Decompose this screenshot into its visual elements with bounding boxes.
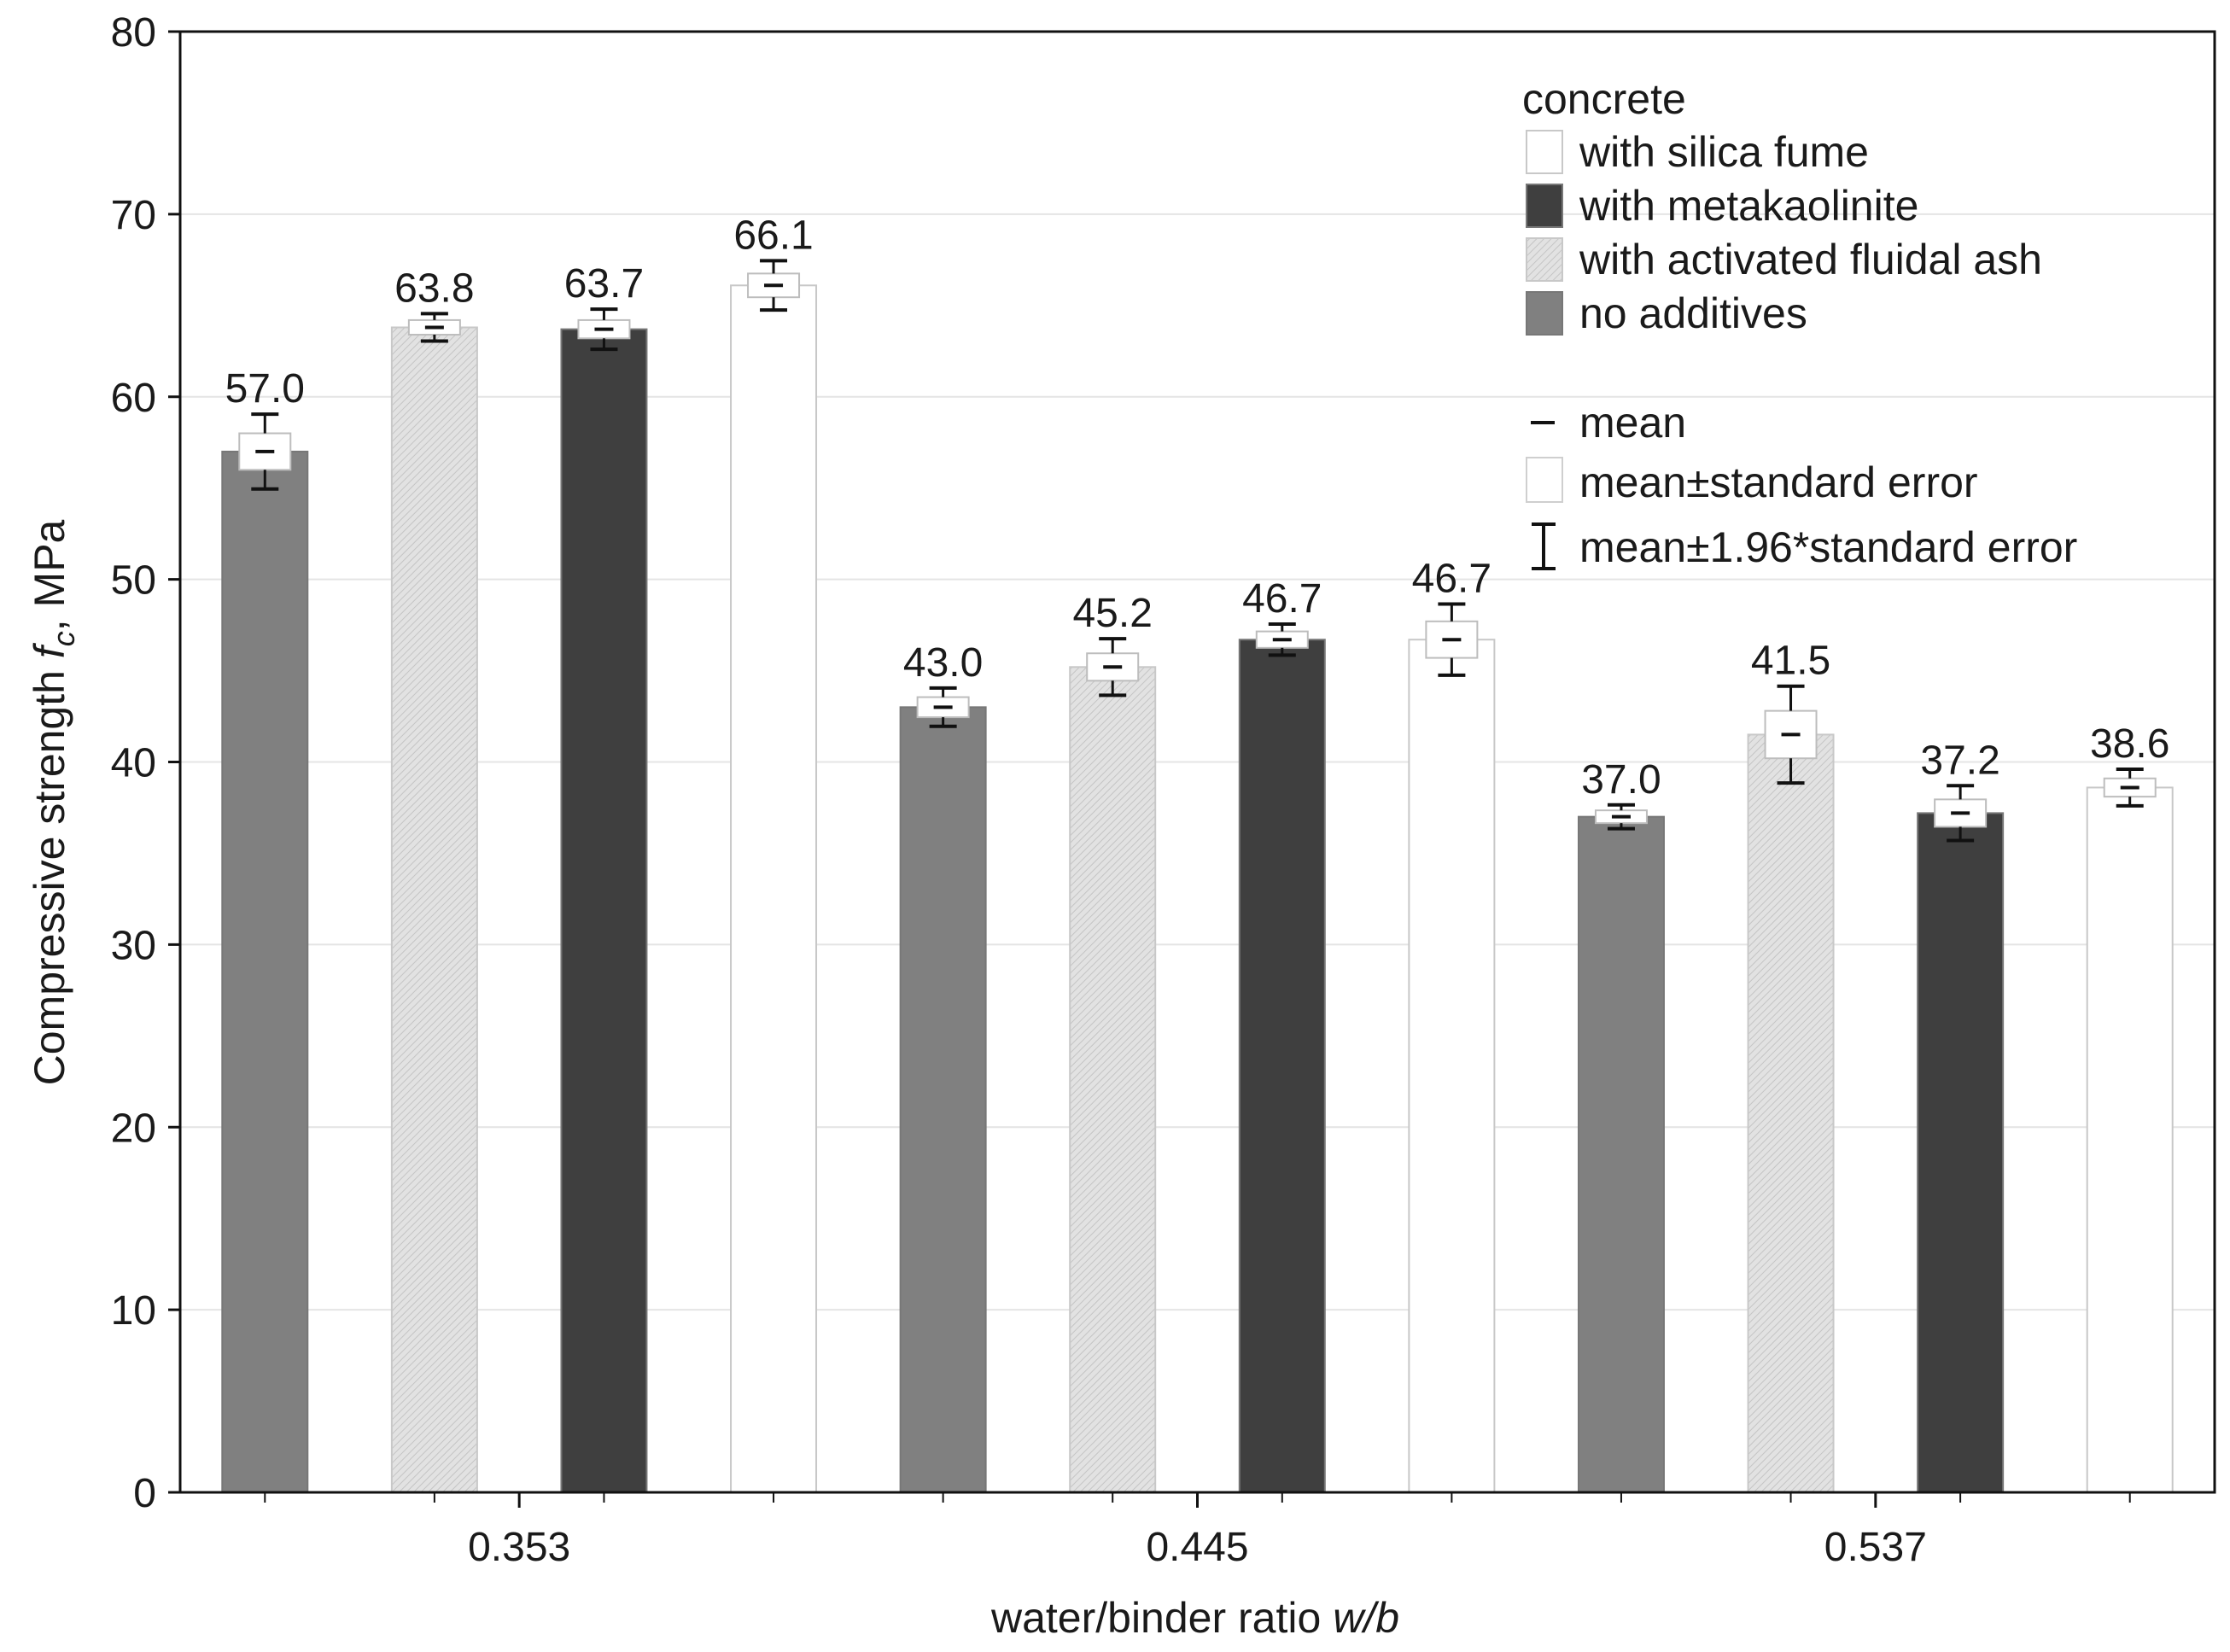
- bar: [390, 326, 478, 1493]
- legend-swatch: [1526, 291, 1563, 336]
- data-label: 66.1: [733, 213, 813, 258]
- y-tick-label: 70: [111, 193, 156, 238]
- data-label: 38.6: [2090, 721, 2169, 767]
- data-label: 57.0: [225, 366, 305, 412]
- y-tick-label: 60: [111, 376, 156, 421]
- legend-entry-label: no additives: [1579, 289, 1807, 337]
- bar: [1408, 639, 1496, 1493]
- legend-swatch: [1526, 237, 1563, 282]
- data-label: 63.8: [394, 266, 474, 311]
- legend-entry-label: with silica fume: [1579, 128, 1869, 176]
- legend-title: concrete: [1522, 75, 1686, 123]
- data-label: 46.7: [1412, 556, 1492, 601]
- bar: [1577, 815, 1665, 1493]
- legend-swatch: [1526, 130, 1563, 174]
- legend: concrete with silica fume with metakaolin…: [1522, 75, 2077, 571]
- y-tick-label: 0: [133, 1471, 156, 1516]
- data-label: 45.2: [1072, 591, 1152, 636]
- legend-ci-label: mean±1.96*standard error: [1579, 523, 2077, 571]
- legend-entry-label: with activated fluidal ash: [1579, 236, 2042, 283]
- legend-se-icon: [1526, 457, 1563, 503]
- y-tick-label: 10: [111, 1288, 156, 1334]
- legend-se-label: mean±standard error: [1579, 458, 1978, 506]
- bar: [899, 706, 987, 1493]
- y-tick-label: 30: [111, 923, 156, 968]
- x-tick-label: 0.537: [1824, 1525, 1927, 1570]
- data-label: 43.0: [903, 640, 983, 686]
- bar: [1069, 666, 1157, 1493]
- x-tick-label: 0.445: [1146, 1525, 1248, 1570]
- data-label: 37.2: [1920, 738, 1999, 783]
- bar: [560, 328, 648, 1494]
- bar: [221, 450, 309, 1493]
- legend-entries: with silica fume with metakaolinite with a…: [1526, 128, 2042, 337]
- bar: [1917, 812, 2005, 1493]
- bar: [1747, 733, 1835, 1493]
- axes: 0 10 20 30 40 50 60 70 80 0.353 0.445 0.537: [111, 10, 2216, 1570]
- bar: [1238, 639, 1326, 1493]
- y-tick-label: 40: [111, 741, 156, 786]
- data-labels: 57.0 63.8 63.7 66.1 43.0 45.2 46.7 46.7 37.0 41.5…: [225, 213, 2170, 802]
- y-axis-title: Compressive strength fc, MPa: [26, 519, 81, 1085]
- data-label: 41.5: [1751, 639, 1830, 684]
- data-label: 46.7: [1242, 576, 1322, 622]
- data-label: 63.7: [564, 261, 644, 306]
- gridlines: [180, 213, 2215, 1311]
- bars: [221, 259, 2174, 1494]
- y-tick-label: 50: [111, 558, 156, 604]
- bar: [730, 284, 818, 1493]
- legend-ci-icon: [1532, 522, 1556, 570]
- legend-entry-label: with metakaolinite: [1579, 182, 1918, 230]
- data-label: 37.0: [1581, 757, 1661, 803]
- legend-swatch: [1526, 184, 1563, 228]
- bar: [2086, 786, 2174, 1493]
- y-tick-label: 20: [111, 1106, 156, 1151]
- x-tick-label: 0.353: [468, 1525, 570, 1570]
- y-tick-label: 80: [111, 10, 156, 55]
- legend-mean-label: mean: [1579, 399, 1686, 447]
- x-axis-title: water/binder ratio w/b: [990, 1594, 1399, 1642]
